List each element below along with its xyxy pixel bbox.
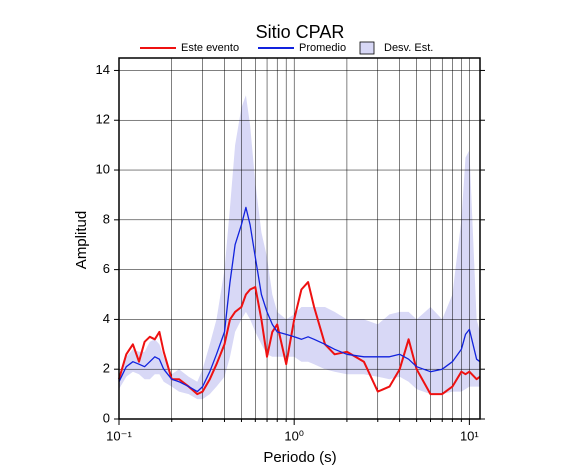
line-series (118, 281, 481, 396)
y-tick-label: 14 (96, 62, 110, 77)
chart-title: Sitio CPAR (256, 22, 345, 42)
std-band (119, 95, 480, 400)
legend-swatch (359, 41, 375, 55)
x-tick-label: 10⁰ (284, 428, 304, 443)
line-series (118, 206, 481, 393)
legend-label: Promedio (299, 42, 346, 54)
y-tick-label: 10 (96, 161, 110, 176)
y-tick-label: 2 (103, 361, 110, 376)
y-tick-label: 6 (103, 261, 110, 276)
y-tick-label: 12 (96, 112, 110, 127)
legend-label: Este evento (181, 42, 239, 54)
plot-frame (118, 57, 481, 420)
y-tick-label: 4 (103, 311, 110, 326)
y-axis-label: Amplitud (73, 211, 90, 269)
x-axis-label: Periodo (s) (263, 449, 336, 466)
x-tick-label: 10¹ (460, 428, 479, 443)
y-tick-label: 8 (103, 211, 110, 226)
y-tick-label: 0 (103, 410, 110, 425)
legend-label: Desv. Est. (384, 42, 433, 54)
x-tick-label: 10⁻¹ (106, 428, 132, 443)
